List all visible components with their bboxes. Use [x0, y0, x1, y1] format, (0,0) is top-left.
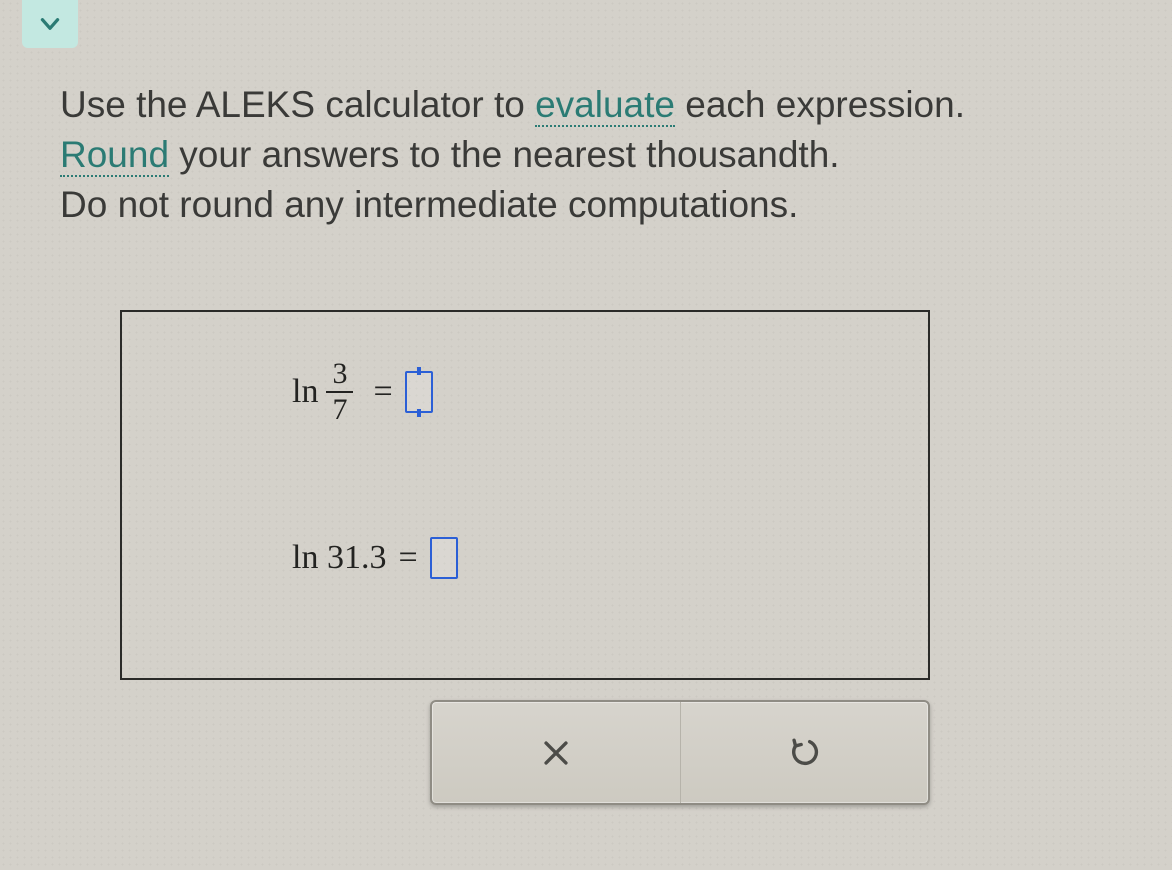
- expr2-equals: =: [398, 539, 417, 577]
- reset-button[interactable]: [681, 702, 929, 803]
- instr-pre1: Use the ALEKS calculator to: [60, 84, 535, 125]
- chevron-down-icon: [37, 11, 63, 37]
- instr-line3: Do not round any intermediate computatio…: [60, 184, 798, 225]
- instr-post1: each expression.: [675, 84, 965, 125]
- expr2-lhs: ln 31.3: [292, 539, 386, 577]
- expr1-fn: ln: [292, 373, 318, 411]
- instructions-text: Use the ALEKS calculator to evaluate eac…: [60, 80, 1142, 230]
- expr1-fraction: 3 7: [326, 357, 353, 427]
- instr-post2: your answers to the nearest thousandth.: [169, 134, 840, 175]
- expression-1: ln 3 7 =: [292, 357, 433, 427]
- answer-input-2[interactable]: [430, 537, 458, 579]
- undo-icon: [787, 736, 821, 770]
- expr1-equals: =: [373, 373, 392, 411]
- close-icon: [539, 736, 573, 770]
- answer-input-1[interactable]: [405, 371, 433, 413]
- expression-2: ln 31.3 =: [292, 537, 458, 579]
- expand-button[interactable]: [22, 0, 78, 48]
- expr1-numerator: 3: [326, 357, 353, 391]
- problem-box: ln 3 7 = ln 31.3 =: [120, 310, 930, 680]
- evaluate-link[interactable]: evaluate: [535, 84, 675, 127]
- clear-button[interactable]: [432, 702, 681, 803]
- action-bar: [430, 700, 930, 805]
- expr1-denominator: 7: [326, 393, 353, 427]
- round-link[interactable]: Round: [60, 134, 169, 177]
